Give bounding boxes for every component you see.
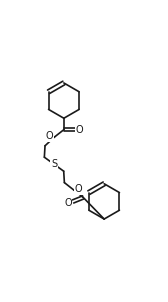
Text: O: O — [75, 184, 82, 194]
Text: S: S — [51, 159, 57, 169]
Text: O: O — [46, 131, 54, 141]
Text: O: O — [64, 198, 72, 208]
Text: O: O — [76, 125, 83, 135]
